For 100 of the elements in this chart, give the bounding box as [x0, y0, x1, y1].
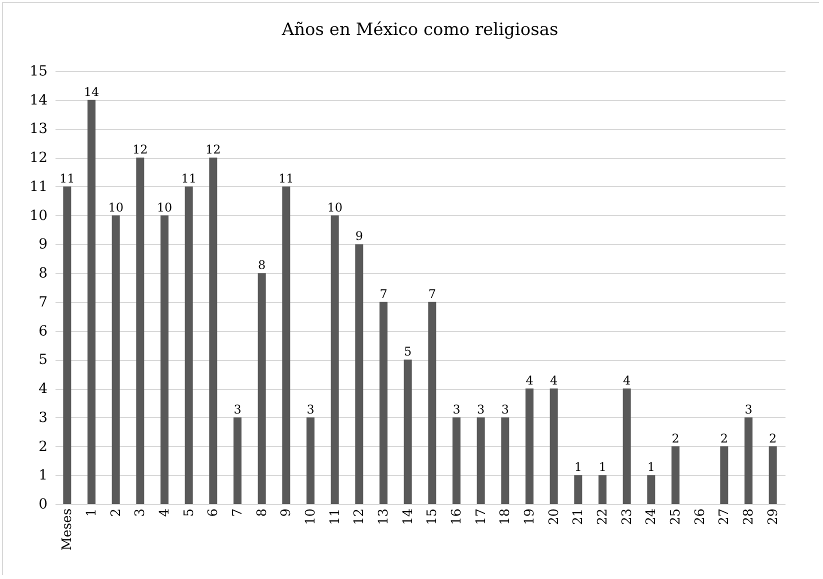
x-tick-label: 6 — [206, 508, 222, 517]
y-tick-label: 2 — [38, 438, 48, 455]
y-tick-label: 10 — [30, 208, 48, 224]
bar — [647, 475, 656, 504]
data-label: 11 — [60, 171, 75, 186]
y-tick-label: 9 — [38, 236, 48, 253]
data-label: 1 — [598, 460, 606, 474]
bar — [282, 186, 290, 504]
x-tick-label: 23 — [620, 508, 635, 526]
data-label: 3 — [744, 402, 752, 416]
data-label: 10 — [156, 200, 172, 214]
bar — [550, 388, 558, 504]
x-tick-label: 20 — [546, 508, 562, 526]
bar — [355, 244, 364, 504]
x-tick-label: 29 — [766, 508, 781, 526]
data-label: 3 — [234, 402, 242, 416]
x-tick-label: 14 — [400, 508, 416, 526]
data-label: 8 — [258, 258, 266, 272]
chart-title: Años en México como religiosas — [280, 20, 558, 40]
x-tick-label: Meses — [60, 508, 76, 551]
bar — [184, 186, 193, 504]
data-label: 9 — [355, 229, 363, 244]
bar — [234, 417, 242, 504]
x-tick-label: 3 — [133, 508, 148, 517]
y-tick-label: 3 — [38, 410, 48, 426]
bar — [306, 417, 314, 504]
y-tick-label: 13 — [30, 121, 48, 138]
x-tick-label: 25 — [668, 508, 684, 526]
data-label: 10 — [327, 200, 342, 214]
bar — [209, 158, 218, 504]
x-tick-label: 9 — [279, 508, 294, 517]
data-label: 12 — [132, 142, 148, 157]
x-tick-label: 21 — [571, 508, 586, 526]
data-label: 2 — [672, 431, 680, 446]
bar — [574, 475, 582, 504]
x-tick-label: 5 — [182, 508, 197, 517]
y-tick-label: 11 — [30, 178, 48, 195]
bar — [160, 215, 168, 504]
x-tick-label: 17 — [474, 508, 489, 526]
bar — [112, 215, 120, 504]
x-tick-label: 22 — [596, 508, 610, 526]
x-tick-label: 1 — [84, 508, 100, 517]
x-tick-label: 18 — [498, 508, 514, 526]
x-tick-label: 27 — [717, 508, 732, 526]
x-tick-label: 24 — [644, 508, 660, 526]
x-tick-label: 7 — [230, 508, 246, 517]
bar — [258, 273, 266, 504]
bar — [720, 446, 728, 504]
x-tick-label: 16 — [450, 508, 464, 526]
data-label: 11 — [278, 171, 294, 186]
bar — [598, 475, 606, 504]
y-tick-label: 1 — [38, 468, 48, 484]
y-tick-label: 7 — [38, 294, 48, 310]
data-label: 4 — [623, 374, 632, 388]
bar — [88, 100, 96, 504]
bar — [330, 215, 339, 504]
data-label: 3 — [477, 402, 485, 416]
x-tick-label: 28 — [742, 508, 756, 526]
data-label: 12 — [206, 142, 221, 157]
data-label: 3 — [501, 402, 509, 416]
x-tick-label: 11 — [328, 508, 343, 526]
bar — [526, 388, 534, 504]
bar — [622, 388, 631, 504]
x-tick-label: 2 — [108, 508, 124, 517]
data-label: 3 — [452, 402, 460, 416]
data-label: 7 — [428, 286, 436, 301]
data-label: 7 — [380, 286, 388, 301]
bar — [672, 446, 680, 504]
data-label: 1 — [647, 460, 655, 474]
data-label: 5 — [404, 344, 412, 359]
bar — [768, 446, 777, 504]
x-tick-label: 4 — [158, 508, 172, 517]
data-label: 1 — [574, 460, 582, 474]
bar — [476, 417, 485, 504]
data-label: 10 — [108, 200, 124, 214]
bar — [380, 302, 388, 504]
bar — [136, 158, 144, 504]
y-tick-label: 5 — [38, 352, 48, 368]
bar — [63, 186, 72, 504]
y-tick-label: 0 — [38, 496, 48, 512]
x-tick-label: 8 — [254, 508, 270, 517]
y-tick-label: 15 — [30, 64, 48, 80]
y-tick-label: 6 — [38, 323, 48, 340]
x-tick-label: 26 — [692, 508, 708, 526]
y-tick-label: 12 — [30, 150, 48, 166]
bar — [501, 417, 510, 504]
data-label: 4 — [526, 374, 534, 388]
data-label: 4 — [550, 374, 558, 388]
data-label: 3 — [306, 402, 314, 416]
y-tick-label: 8 — [38, 266, 48, 282]
bar — [452, 417, 460, 504]
data-label: 2 — [769, 431, 777, 446]
x-tick-label: 19 — [522, 508, 538, 526]
data-label: 2 — [720, 431, 728, 446]
x-tick-label: 12 — [352, 508, 368, 526]
data-label: 11 — [181, 171, 196, 186]
data-label: 14 — [84, 84, 100, 99]
x-tick-label: 13 — [376, 508, 392, 526]
x-tick-label: 15 — [425, 508, 440, 526]
bar — [428, 302, 436, 504]
